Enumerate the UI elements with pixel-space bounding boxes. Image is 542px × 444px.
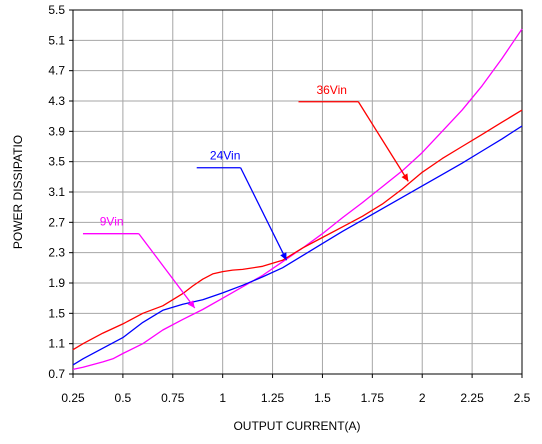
annotations: 36Vin 24Vin 9Vin	[82, 83, 409, 309]
x-tick-label: 1.25	[261, 391, 285, 405]
x-axis-label: OUTPUT CURRENT(A)	[233, 419, 360, 433]
y-tick-label: 4.3	[48, 94, 65, 108]
x-tick-label: 0.75	[161, 391, 185, 405]
x-tick-label: 0.25	[61, 391, 85, 405]
gridlines	[72, 9, 523, 375]
series-line-36vin	[72, 109, 523, 351]
y-tick-label: 4.7	[48, 64, 65, 78]
y-tick-label: 2.7	[48, 215, 65, 229]
y-tick-label: 3.9	[48, 124, 65, 138]
y-tick-label: 1.1	[48, 337, 65, 351]
x-tick-label: 0.5	[115, 391, 132, 405]
y-tick-label: 2.3	[48, 246, 65, 260]
y-axis-label: POWER DISSIPATIO	[11, 135, 25, 249]
annotation-arrowhead-9vin	[187, 300, 195, 308]
y-tick-label: 5.1	[48, 33, 65, 47]
x-tick-label: 1.5	[314, 391, 331, 405]
y-tick-label: 1.5	[48, 306, 65, 320]
y-axis-ticks: 0.7 1.1 1.5 1.9 2.3 2.7 3.1 3.5 3.9 4.3 4.7 5.1 5.5	[48, 3, 73, 381]
annotation-arrowhead-24vin	[280, 252, 287, 261]
y-tick-label: 3.5	[48, 155, 65, 169]
x-tick-label: 2.25	[460, 391, 484, 405]
x-tick-label: 2	[419, 391, 426, 405]
x-tick-label: 1	[219, 391, 226, 405]
annotation-label-24vin: 24Vin	[210, 149, 240, 163]
annotation-label-9vin: 9Vin	[100, 215, 124, 229]
series-line-24vin	[72, 125, 523, 366]
annotation-pointer-9vin	[138, 233, 196, 309]
x-tick-label: 1.75	[361, 391, 385, 405]
y-tick-label: 1.9	[48, 276, 65, 290]
y-tick-label: 5.5	[48, 3, 65, 17]
y-tick-label: 0.7	[48, 367, 65, 381]
x-axis-ticks: 0.25 0.5 0.75 1 1.25 1.5 1.75 2 2.25 2.5	[61, 374, 531, 405]
series-line-9vin	[72, 28, 523, 371]
annotation-pointer-24vin	[240, 167, 288, 261]
annotation-label-36vin: 36Vin	[316, 83, 346, 97]
series-lines	[72, 28, 523, 371]
annotation-pointer-36vin	[357, 101, 409, 182]
x-tick-label: 2.5	[514, 391, 531, 405]
annotation-arrowhead-36vin	[401, 173, 409, 182]
y-tick-label: 3.1	[48, 185, 65, 199]
